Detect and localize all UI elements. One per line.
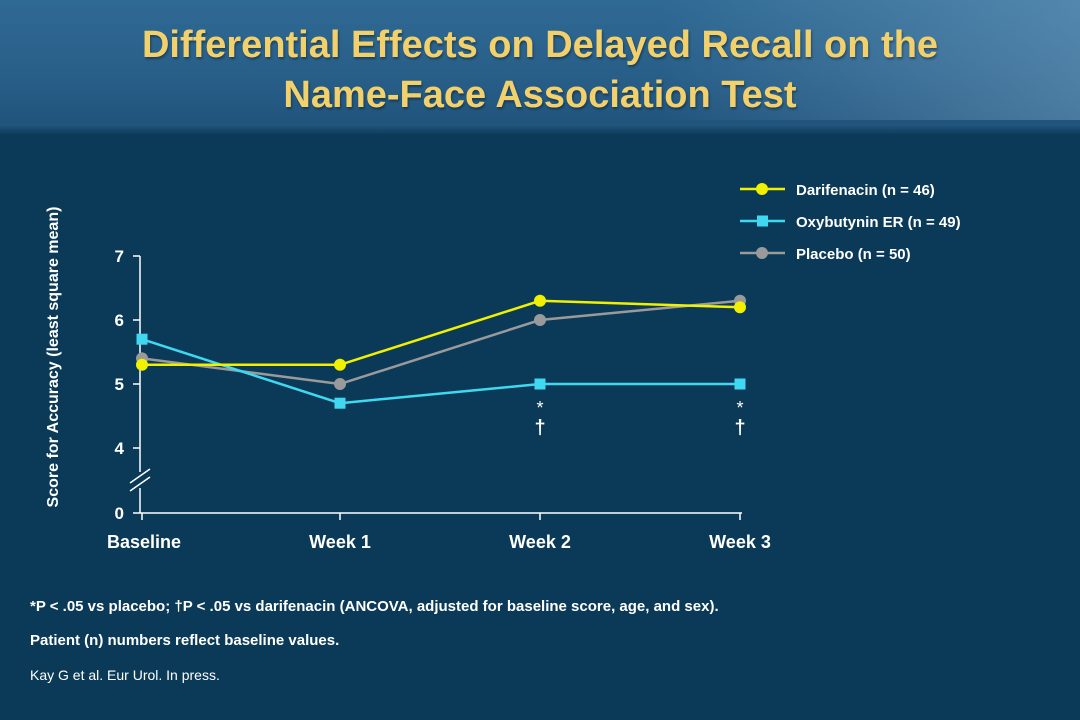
significance-dagger: † (734, 417, 745, 439)
line-chart: 0 4 5 6 7 Baseline Week 1 Week 2 Week 3 Score for… (45, 182, 961, 552)
data-point-circle (534, 314, 546, 326)
y-axis-label: Score for Accuracy (least square mean) (45, 207, 62, 508)
significance-asterisk: * (736, 398, 743, 418)
slide-title-line-2: Name-Face Association Test (283, 74, 797, 116)
y-tick-label: 5 (115, 375, 124, 394)
x-tick-label: Week 1 (309, 532, 371, 552)
axis-break-mark (129, 476, 151, 492)
data-point-square (534, 378, 546, 390)
data-point-square (334, 397, 346, 409)
legend-marker-square (757, 215, 768, 227)
legend-label: Darifenacin (n = 46) (796, 182, 935, 199)
footnote-citation: Kay G et al. Eur Urol. In press. (30, 667, 220, 683)
legend-label: Oxybutynin ER (n = 49) (796, 214, 961, 231)
significance-asterisk: * (536, 398, 543, 418)
data-point-circle (136, 358, 148, 371)
x-tick-label: Baseline (107, 532, 181, 552)
y-tick-label: 7 (115, 247, 124, 266)
data-point-square (136, 333, 148, 345)
legend-marker-circle (756, 183, 768, 195)
title-band (0, 0, 1080, 134)
y-tick-label: 0 (115, 504, 124, 523)
series-line-0 (142, 299, 741, 367)
slide-title: Differential Effects on Delayed Recall o… (0, 20, 1080, 120)
footnote-patient-numbers: Patient (n) numbers reflect baseline val… (30, 632, 340, 649)
legend-label: Placebo (n = 50) (796, 246, 911, 263)
axis-break-mark (129, 468, 151, 484)
footnote-significance: *P < .05 vs placebo; †P < .05 vs darifen… (30, 598, 719, 615)
data-point-circle (334, 358, 346, 371)
data-point-circle (334, 378, 346, 390)
x-tick-label: Week 2 (509, 532, 571, 552)
x-tick-label: Week 3 (709, 532, 771, 552)
legend-marker-circle (756, 247, 768, 259)
y-tick-label: 6 (115, 311, 124, 330)
y-tick-label: 4 (115, 439, 125, 458)
series-line-1 (141, 338, 740, 405)
significance-dagger: † (534, 417, 545, 439)
slide-title-line-1: Differential Effects on Delayed Recall o… (141, 24, 939, 66)
data-point-square (734, 378, 746, 390)
data-point-circle (734, 301, 746, 314)
data-point-circle (534, 294, 546, 307)
series-line-2 (141, 299, 741, 386)
